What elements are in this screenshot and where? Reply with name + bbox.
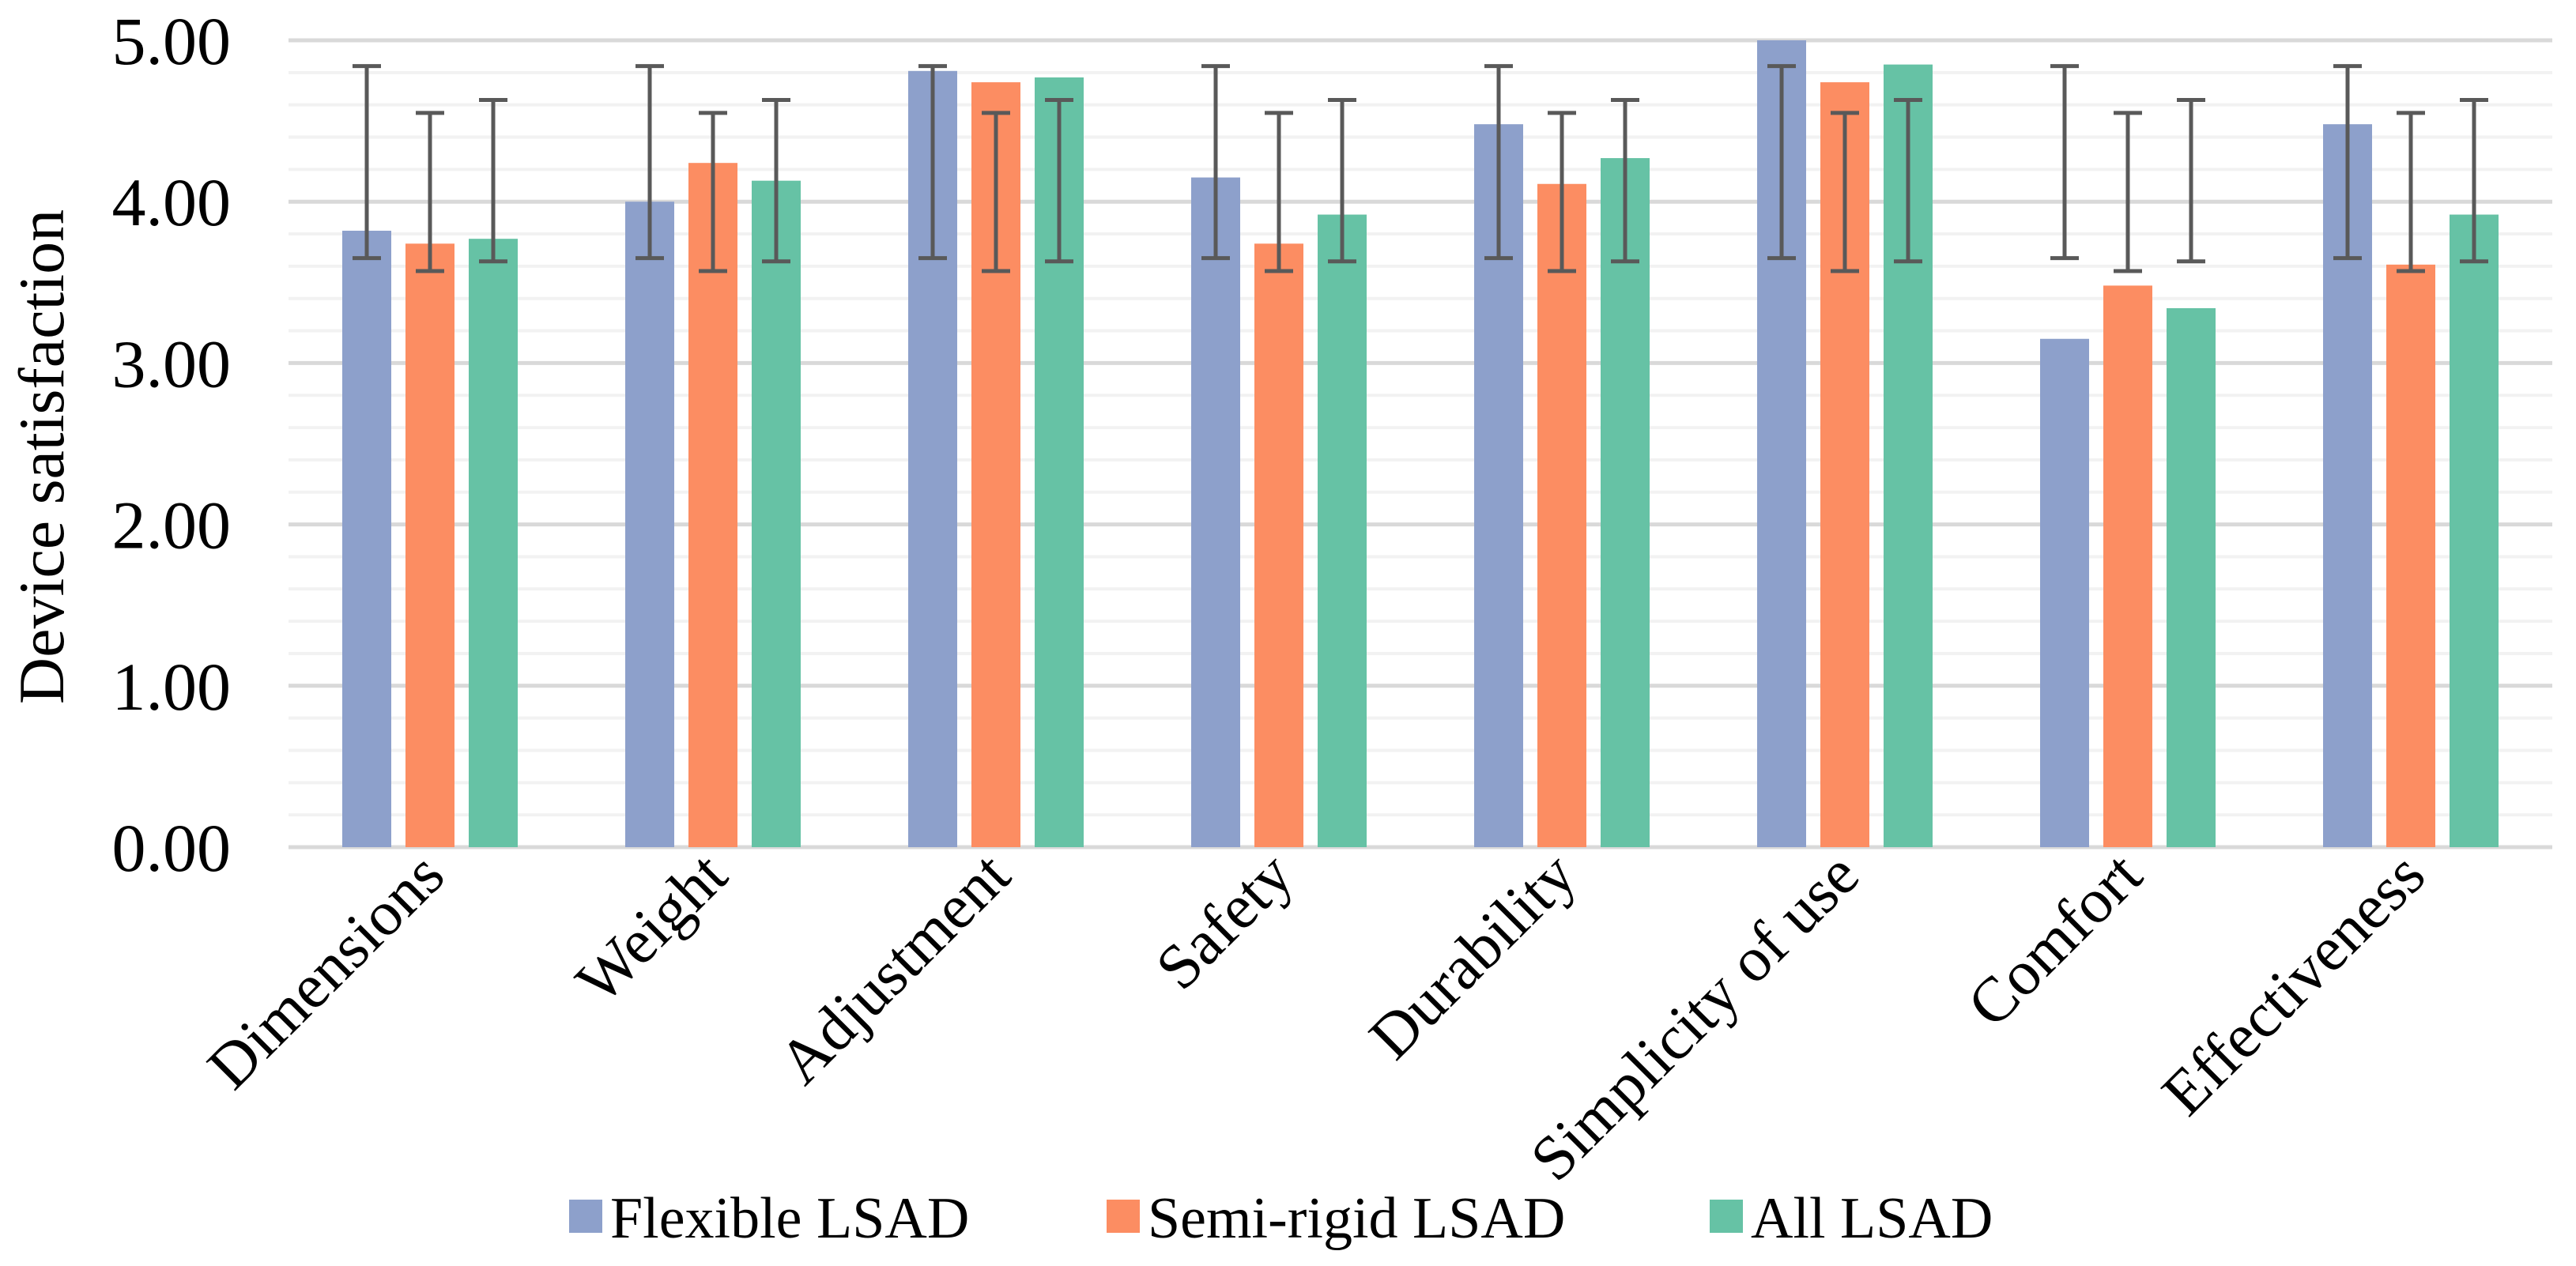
error-bar xyxy=(353,64,381,261)
bar-flexible-lsad-safety xyxy=(1191,177,1240,847)
error-bar xyxy=(762,98,790,264)
x-tick-label: Safety xyxy=(1143,840,1307,1004)
legend: Flexible LSAD Semi-rigid LSAD All LSAD xyxy=(569,1186,1993,1251)
error-bar xyxy=(2114,111,2142,273)
legend-label: Flexible LSAD xyxy=(610,1186,969,1251)
y-tick-label: 4.00 xyxy=(112,164,232,240)
error-bar xyxy=(1328,98,1356,264)
legend-item: All LSAD xyxy=(1710,1186,1993,1251)
error-bar xyxy=(1894,98,1922,264)
y-axis-label: Device satisfaction xyxy=(6,209,77,704)
legend-swatch xyxy=(569,1200,602,1233)
legend-item: Semi-rigid LSAD xyxy=(1107,1186,1565,1251)
bar-all-lsad-dimensions xyxy=(469,239,518,847)
y-tick-label: 3.00 xyxy=(112,326,232,401)
y-tick-label: 1.00 xyxy=(112,649,232,725)
bar-all-lsad-durability xyxy=(1601,158,1650,848)
bar-semi-rigid-lsad-weight xyxy=(688,163,737,847)
error-bar xyxy=(2460,98,2488,264)
bar-semi-rigid-lsad-comfort xyxy=(2103,285,2152,847)
bar-all-lsad-safety xyxy=(1318,214,1367,847)
x-tick-label: Adjustment xyxy=(766,840,1024,1098)
bar-all-lsad-comfort xyxy=(2167,307,2216,847)
bar-semi-rigid-lsad-effectiveness xyxy=(2386,264,2435,847)
bar-flexible-lsad-comfort xyxy=(2040,338,2089,847)
error-bar xyxy=(479,98,507,264)
error-bar xyxy=(416,111,444,273)
x-tick-label: Comfort xyxy=(1955,840,2155,1041)
error-bar xyxy=(699,111,727,273)
error-bar xyxy=(1484,64,1513,261)
error-bars xyxy=(353,64,2488,273)
y-tick-label: 0.00 xyxy=(112,810,232,886)
legend-item: Flexible LSAD xyxy=(569,1186,969,1251)
error-bar xyxy=(1611,98,1639,264)
y-tick-label: 2.00 xyxy=(112,488,232,563)
bar-semi-rigid-lsad-durability xyxy=(1537,183,1586,847)
bar-semi-rigid-lsad-dimensions xyxy=(405,243,454,847)
error-bar xyxy=(1045,98,1073,264)
bar-all-lsad-effectiveness xyxy=(2450,214,2499,847)
error-bar xyxy=(982,111,1010,273)
legend-swatch xyxy=(1107,1200,1140,1233)
legend-label: All LSAD xyxy=(1751,1186,1993,1251)
error-bar xyxy=(2050,64,2079,261)
bar-flexible-lsad-weight xyxy=(625,202,674,847)
error-bar xyxy=(636,64,664,261)
y-tick-label: 5.00 xyxy=(112,3,232,79)
x-tick-label: Effectiveness xyxy=(2149,840,2438,1129)
error-bar xyxy=(2177,98,2205,264)
x-tick-label: Weight xyxy=(564,840,741,1017)
legend-label: Semi-rigid LSAD xyxy=(1148,1186,1565,1251)
x-axis-labels: Dimensions Weight Adjustment Safety Durabili… xyxy=(194,840,2438,1195)
error-bar xyxy=(918,64,947,261)
error-bar xyxy=(2333,64,2362,261)
error-bar xyxy=(1265,111,1293,273)
bar-semi-rigid-lsad-safety xyxy=(1254,243,1303,847)
error-bar xyxy=(1831,111,1859,273)
y-axis-ticks: 0.00 1.00 2.00 3.00 4.00 5.00 xyxy=(112,3,232,886)
bar-flexible-lsad-dimensions xyxy=(342,230,391,847)
x-tick-label: Dimensions xyxy=(194,840,458,1103)
bars xyxy=(342,40,2499,848)
error-bar xyxy=(1201,64,1230,261)
error-bar xyxy=(1767,64,1796,261)
bar-all-lsad-weight xyxy=(752,180,801,848)
x-tick-label: Durability xyxy=(1356,840,1590,1073)
error-bar xyxy=(2397,111,2425,273)
error-bar xyxy=(1548,111,1576,273)
legend-swatch xyxy=(1710,1200,1743,1233)
